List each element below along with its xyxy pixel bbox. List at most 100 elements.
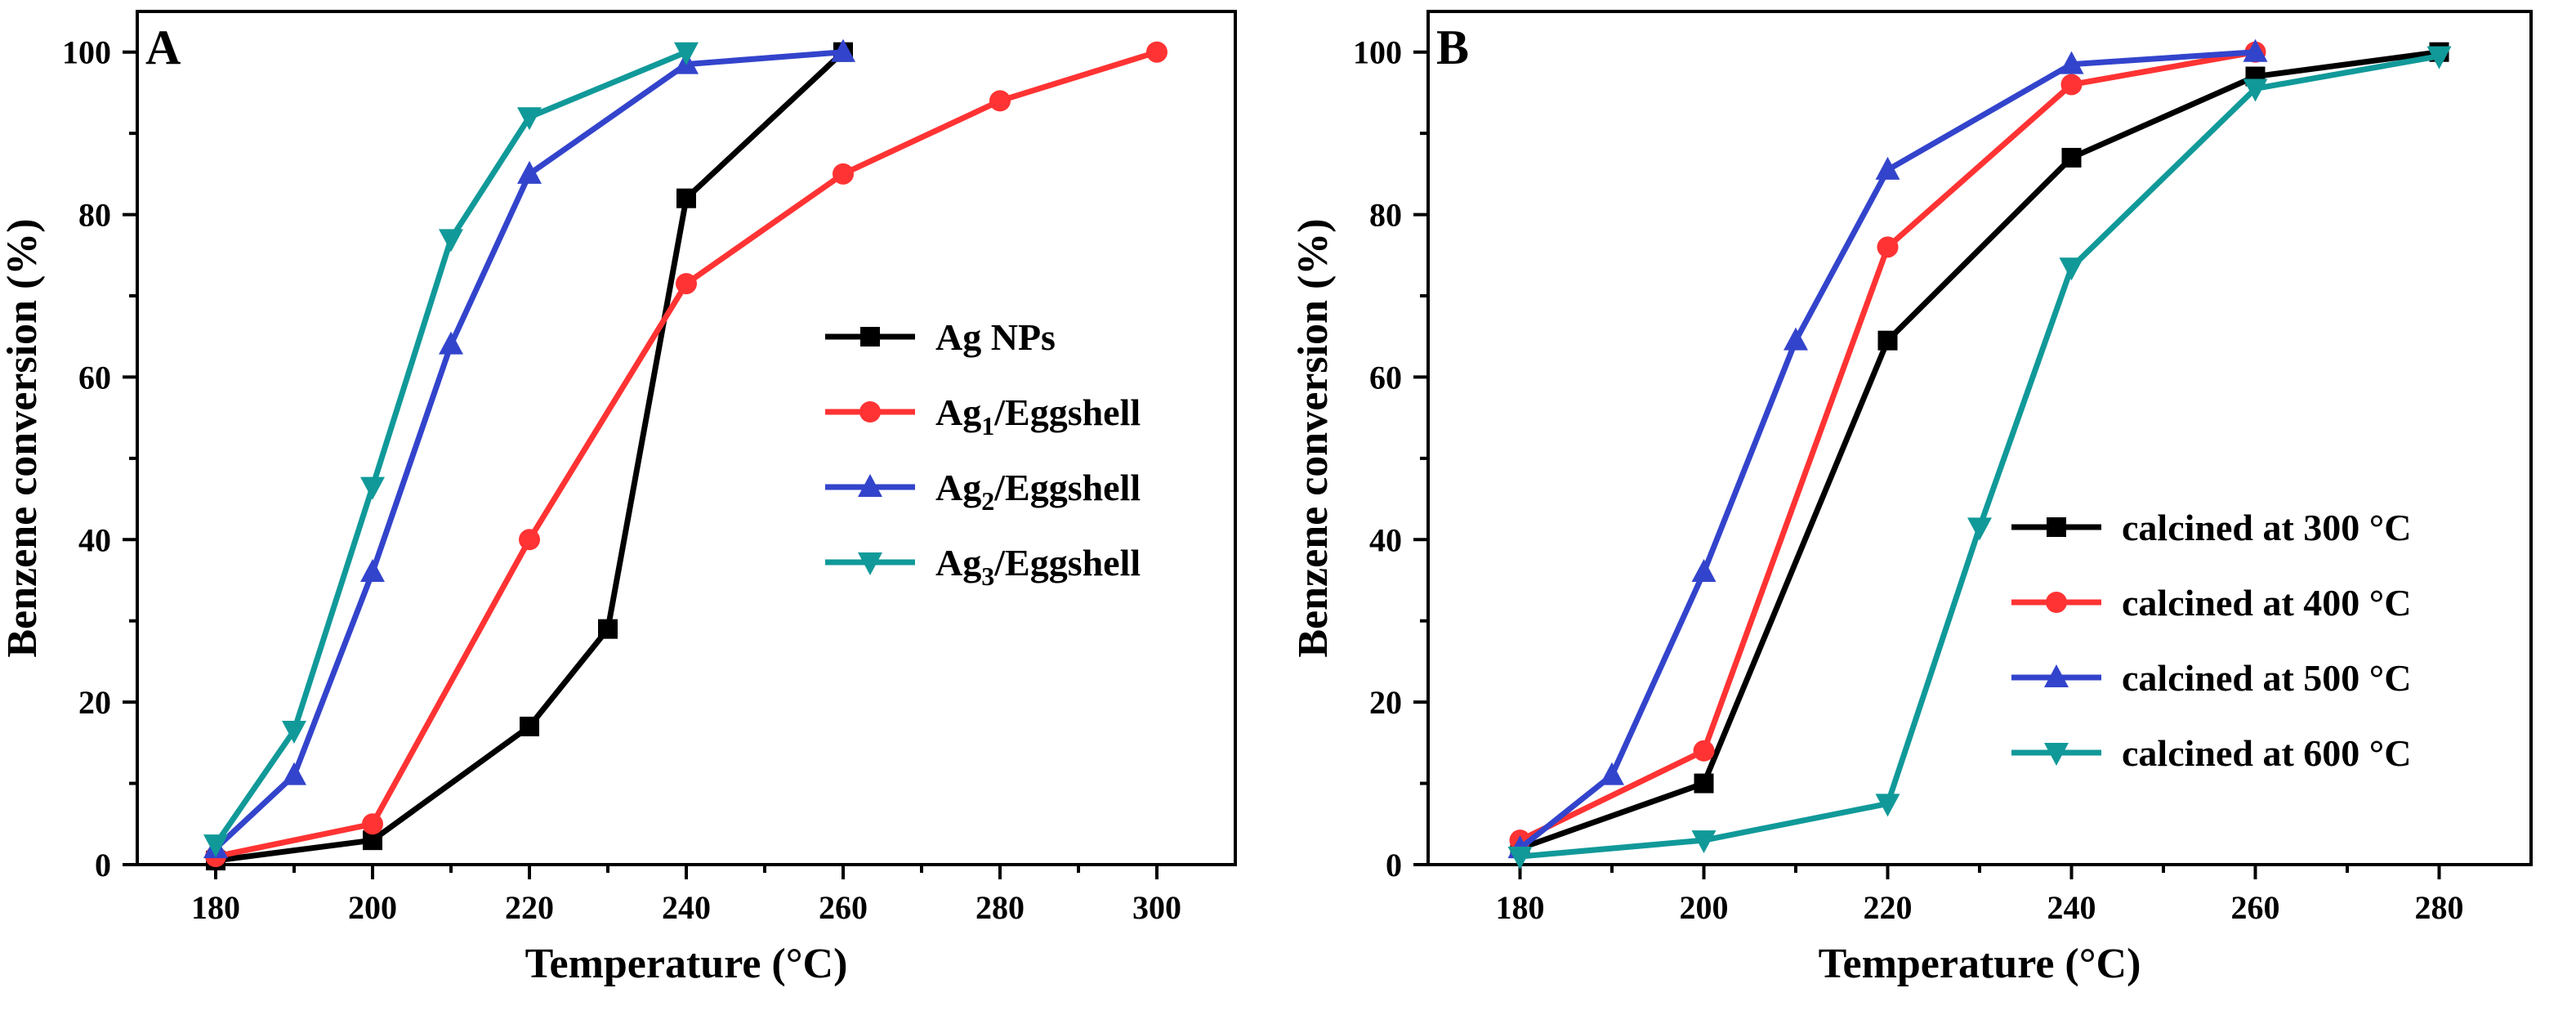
y-tick-label: 100 xyxy=(1353,34,1402,71)
data-point xyxy=(1691,830,1717,854)
y-tick-label: 20 xyxy=(78,684,111,721)
x-tick-label: 260 xyxy=(819,889,868,926)
y-tick-label: 40 xyxy=(1369,521,1402,558)
data-point xyxy=(439,229,463,253)
legend-label: calcined at 500 °C xyxy=(2122,657,2411,699)
data-point xyxy=(1784,327,1808,351)
legend: calcined at 300 °C calcined at 400 °C calc… xyxy=(2011,507,2411,774)
x-axis-label: Temperature (°C) xyxy=(1819,941,2141,987)
data-point xyxy=(362,813,383,835)
x-tick-label: 220 xyxy=(1864,889,1913,926)
panel-b: 180 200 220 240 260 280 0 20 40 60 80 100 Temperatur… xyxy=(1290,10,2533,987)
data-point xyxy=(676,188,696,208)
data-point xyxy=(363,830,382,851)
data-point xyxy=(517,160,542,184)
legend-marker xyxy=(859,401,881,423)
panel-label: A xyxy=(145,20,181,74)
legend-marker xyxy=(860,327,880,347)
x-tick-label: 180 xyxy=(1496,889,1545,926)
data-point xyxy=(2243,38,2268,62)
legend-marker xyxy=(2047,517,2066,537)
legend-marker xyxy=(2046,592,2067,613)
data-point xyxy=(674,42,699,65)
legend-label: Ag1/Eggshell xyxy=(935,391,1141,440)
x-tick-label: 180 xyxy=(191,889,240,926)
x-tick-label: 260 xyxy=(2231,889,2280,926)
x-tick-label: 300 xyxy=(1132,889,1181,926)
plot-frame xyxy=(136,10,1237,866)
data-point xyxy=(1600,762,1624,785)
y-tick-label: 100 xyxy=(62,34,111,71)
data-point xyxy=(1875,794,1900,817)
data-point xyxy=(831,38,855,62)
data-point xyxy=(833,163,854,185)
data-point xyxy=(2243,78,2268,102)
data-point xyxy=(1146,41,1167,63)
data-point xyxy=(2059,51,2084,74)
y-tick-label: 60 xyxy=(78,359,111,396)
series-2 xyxy=(205,41,1167,868)
data-point xyxy=(360,476,385,500)
data-point xyxy=(989,90,1011,112)
legend-marker xyxy=(858,552,882,575)
data-point xyxy=(1694,773,1714,794)
data-point xyxy=(676,273,697,295)
series-2 xyxy=(1509,41,2266,852)
series-1 xyxy=(206,42,853,871)
legend-label: calcined at 300 °C xyxy=(2122,507,2411,548)
y-tick-label: 20 xyxy=(1369,684,1402,721)
y-tick-label: 40 xyxy=(78,521,111,558)
y-axis-label: Benzene conversion (%) xyxy=(1290,218,1337,657)
series-4 xyxy=(1507,46,2452,870)
data-point xyxy=(282,762,306,785)
legend-label: Ag2/Eggshell xyxy=(935,467,1141,516)
data-point xyxy=(1691,559,1717,583)
data-point xyxy=(517,107,542,131)
x-tick-label: 280 xyxy=(2415,889,2464,926)
y-tick-label: 0 xyxy=(1386,847,1402,883)
series-line xyxy=(213,49,688,847)
legend-label: Ag3/Eggshell xyxy=(935,542,1141,591)
series-line xyxy=(215,49,1159,860)
y-tick-label: 60 xyxy=(1369,359,1402,396)
x-axis-label: Temperature (°C) xyxy=(525,941,848,987)
data-point xyxy=(2426,46,2452,69)
series-line xyxy=(215,50,846,864)
data-point xyxy=(1877,236,1899,258)
data-point xyxy=(2059,257,2084,281)
legend-marker xyxy=(2044,664,2069,687)
data-point xyxy=(1693,740,1715,762)
y-tick-label: 80 xyxy=(78,197,111,234)
legend-label: calcined at 400 °C xyxy=(2122,582,2411,624)
series-line xyxy=(1519,49,2440,852)
data-point xyxy=(520,716,539,736)
data-point xyxy=(1875,156,1900,180)
y-tick-label: 0 xyxy=(95,847,111,883)
x-tick-label: 220 xyxy=(505,889,554,926)
data-point xyxy=(1967,517,1992,541)
series-4 xyxy=(203,42,699,858)
panel-label: B xyxy=(1436,20,1469,74)
data-point xyxy=(439,331,463,355)
legend-marker xyxy=(2044,743,2069,766)
data-point xyxy=(1507,847,1533,870)
data-point xyxy=(203,834,228,858)
data-point xyxy=(2061,147,2082,168)
y-tick-label: 80 xyxy=(1369,197,1402,234)
legend-marker xyxy=(858,474,882,497)
x-tick-label: 240 xyxy=(662,889,711,926)
data-point xyxy=(360,559,385,583)
data-point xyxy=(598,619,618,639)
y-axis-label: Benzene conversion (%) xyxy=(0,218,46,657)
panel-a: 180 200 220 240 260 280 300 0 20 40 60 80 100 Tempera… xyxy=(0,10,1237,987)
x-tick-label: 200 xyxy=(1680,889,1729,926)
legend-label: calcined at 600 °C xyxy=(2122,732,2411,774)
x-tick-label: 200 xyxy=(348,889,397,926)
legend: Ag NPs Ag1/Eggshell Ag2/Eggshell Ag3/Eggshe… xyxy=(825,316,1141,591)
data-point xyxy=(282,720,306,744)
x-tick-label: 280 xyxy=(975,889,1025,926)
legend-label: Ag NPs xyxy=(935,316,1056,358)
data-point xyxy=(2060,74,2083,96)
data-point xyxy=(519,529,540,551)
data-point xyxy=(1877,330,1898,351)
